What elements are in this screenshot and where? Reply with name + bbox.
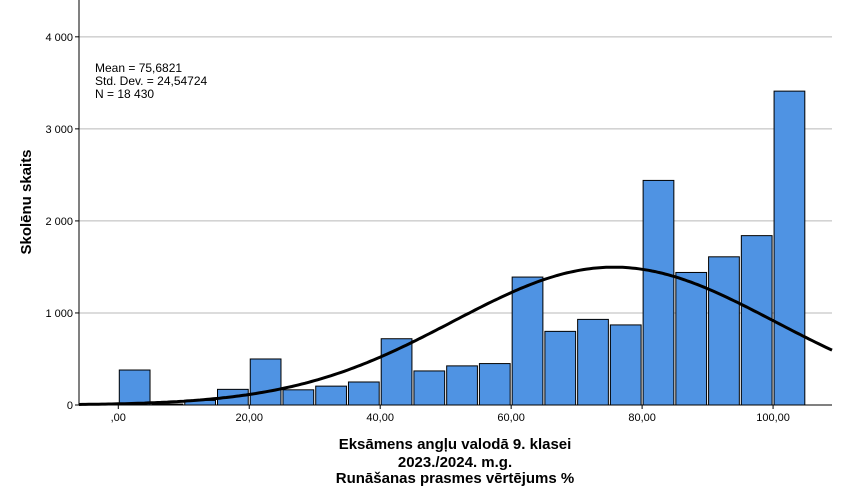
y-tick-label: 4 000 bbox=[45, 32, 73, 44]
histogram-bar bbox=[315, 385, 347, 406]
y-axis-label: Skolēnu skaits bbox=[18, 149, 35, 254]
x-tick-label: 60,00 bbox=[497, 412, 525, 424]
histogram-bar bbox=[544, 330, 577, 406]
x-tick-label: 20,00 bbox=[235, 412, 263, 424]
x-tick-label: 40,00 bbox=[366, 412, 394, 424]
stats-sd: Std. Dev. = 24,54724 bbox=[95, 74, 208, 88]
y-tick-label: 3 000 bbox=[45, 124, 73, 136]
x-axis-label-line-1: Eksāmens angļu valodā 9. klasei bbox=[339, 436, 572, 453]
x-tick-labels: ,00 20,00 40,00 60,00 80,00 100,00 bbox=[111, 412, 790, 424]
y-tick-label: 2 000 bbox=[45, 216, 73, 228]
histogram-bar bbox=[347, 381, 380, 406]
y-tick-label: 1 000 bbox=[45, 308, 73, 320]
histogram-bar bbox=[740, 235, 773, 406]
stats-box: Mean = 75,6821 Std. Dev. = 24,54724 N = … bbox=[95, 61, 208, 101]
y-tick-label: 0 bbox=[67, 400, 73, 412]
x-tick-label: ,00 bbox=[111, 412, 126, 424]
axes bbox=[75, 0, 832, 409]
histogram-bar bbox=[708, 256, 740, 406]
histogram-bar bbox=[511, 276, 544, 406]
histogram-bar bbox=[577, 318, 609, 406]
stats-n: N = 18 430 bbox=[95, 87, 154, 101]
histogram-bar bbox=[609, 324, 642, 406]
normal-curve bbox=[78, 265, 833, 406]
histogram-bars bbox=[118, 90, 806, 406]
y-tick-labels: 0 1 000 2 000 3 000 4 000 bbox=[45, 32, 73, 412]
histogram-bar bbox=[249, 358, 282, 406]
histogram-bar bbox=[675, 271, 708, 406]
x-axis-label: Eksāmens angļu valodā 9. klasei 2023./20… bbox=[336, 436, 574, 487]
x-tick-label: 80,00 bbox=[628, 412, 656, 424]
x-axis-label-line-2: 2023./2024. m.g. bbox=[398, 454, 512, 471]
histogram-bar bbox=[118, 369, 151, 406]
histogram-bar bbox=[282, 389, 315, 406]
x-tick-label: 100,00 bbox=[756, 412, 790, 424]
histogram-bar bbox=[773, 90, 806, 406]
stats-mean: Mean = 75,6821 bbox=[95, 61, 182, 75]
histogram-bar bbox=[478, 363, 511, 406]
x-axis-label-line-3: Runāšanas prasmes vērtējums % bbox=[336, 470, 574, 487]
histogram-bar bbox=[446, 365, 478, 406]
histogram-bar bbox=[642, 179, 675, 406]
histogram-bar bbox=[413, 370, 446, 406]
